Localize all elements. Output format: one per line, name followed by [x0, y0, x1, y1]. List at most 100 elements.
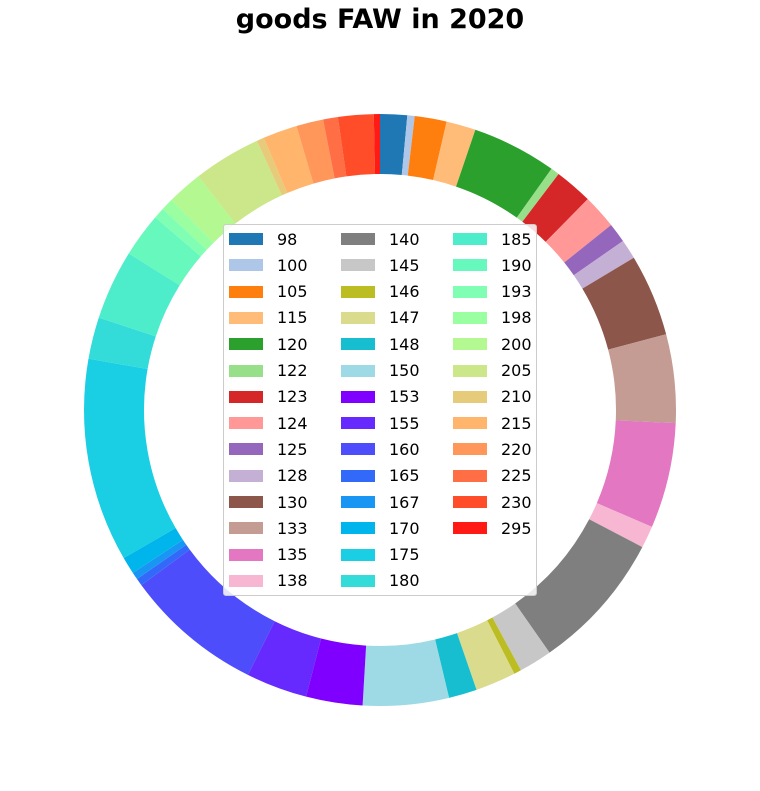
legend-item: 140	[341, 230, 420, 249]
legend-swatch	[341, 417, 375, 430]
legend-label: 185	[501, 229, 532, 249]
slice-138	[589, 503, 652, 548]
legend-item: 210	[453, 387, 532, 406]
legend-swatch	[453, 285, 487, 298]
legend-swatch	[341, 338, 375, 351]
legend-swatch	[341, 443, 375, 456]
legend-label: 155	[389, 413, 420, 433]
slice-150	[362, 639, 450, 707]
slice-147	[456, 620, 515, 690]
legend-item: 295	[453, 518, 532, 538]
legend-label: 125	[277, 439, 308, 459]
legend-swatch	[229, 259, 263, 272]
legend-swatch	[341, 285, 375, 298]
legend-item: 205	[453, 361, 532, 380]
legend-item: 138	[229, 571, 308, 591]
legend-label: 138	[277, 571, 308, 591]
legend-item: 100	[229, 256, 308, 275]
legend-label: 160	[389, 439, 420, 459]
legend-swatch	[229, 285, 263, 298]
legend-label: 295	[501, 518, 532, 538]
legend-swatch	[341, 390, 375, 403]
legend-item: 155	[341, 413, 420, 433]
legend-swatch	[229, 496, 263, 508]
legend-label: 220	[501, 439, 532, 459]
legend-item: 167	[341, 492, 420, 512]
legend-swatch	[341, 469, 375, 482]
legend-swatch	[229, 364, 263, 377]
slice-124	[545, 199, 612, 263]
legend-item: 147	[341, 308, 420, 327]
slice-125	[564, 225, 624, 276]
legend-swatch	[229, 469, 263, 482]
legend-label: 122	[277, 361, 308, 380]
legend-swatch	[453, 233, 487, 245]
legend-swatch	[229, 574, 263, 587]
slice-98	[380, 114, 408, 176]
slice-210	[256, 137, 288, 196]
legend-item: 175	[341, 545, 420, 564]
legend-swatch	[229, 311, 263, 324]
legend-item: 98	[229, 229, 298, 249]
legend-label: 135	[277, 545, 308, 565]
legend-label: 150	[389, 361, 420, 380]
legend-label: 167	[389, 492, 420, 512]
legend-swatch	[453, 417, 487, 430]
slice-120	[456, 129, 552, 218]
legend-item: 145	[341, 256, 420, 275]
legend-item: 148	[341, 334, 420, 354]
slice-122	[516, 168, 559, 222]
legend-item: 200	[453, 334, 532, 354]
legend-item: 165	[341, 466, 420, 486]
legend-item: 128	[229, 466, 308, 486]
slice-167	[132, 539, 187, 580]
legend-swatch	[453, 338, 487, 351]
legend-swatch	[229, 390, 263, 403]
legend-item: 115	[229, 308, 308, 327]
legend-item: 153	[341, 387, 420, 406]
legend-label: 123	[277, 387, 308, 407]
legend-label: 200	[501, 334, 532, 354]
legend-label: 205	[501, 361, 532, 380]
legend-swatch	[453, 496, 487, 508]
legend-swatch	[453, 443, 487, 456]
legend-label: 133	[277, 518, 308, 538]
legend-item: 135	[229, 545, 308, 565]
legend-item: 225	[453, 466, 532, 486]
slice-200	[171, 176, 236, 243]
legend-label: 105	[277, 282, 308, 302]
slice-165	[136, 544, 190, 586]
legend-label: 225	[501, 466, 532, 486]
legend-swatch	[453, 259, 487, 272]
slice-123	[522, 173, 588, 242]
legend-item: 130	[229, 493, 308, 512]
legend-label: 128	[277, 466, 308, 486]
slice-140	[515, 519, 643, 653]
legend-label: 98	[277, 229, 298, 249]
slice-225	[323, 117, 347, 179]
slice-170	[123, 528, 183, 573]
legend-item: 180	[341, 571, 420, 590]
legend-item: 198	[453, 308, 532, 328]
legend-item: 123	[229, 387, 308, 407]
legend-item: 105	[229, 282, 308, 302]
slice-100	[401, 115, 415, 176]
legend-label: 198	[501, 308, 532, 328]
legend-item: 120	[229, 335, 308, 354]
legend-item: 150	[341, 361, 420, 380]
legend-item: 215	[453, 414, 532, 433]
slice-135	[596, 420, 676, 527]
slice-153	[306, 638, 367, 706]
legend-item: 122	[229, 361, 308, 380]
slice-115	[433, 121, 476, 187]
slice-215	[263, 126, 314, 193]
legend-swatch	[453, 469, 487, 482]
legend-label: 165	[389, 466, 420, 486]
legend-swatch	[453, 390, 487, 403]
legend-label: 148	[389, 334, 420, 354]
legend-item: 160	[341, 439, 420, 459]
legend-label: 190	[501, 255, 532, 275]
legend: 98 100 105 115 120 122 123 124 125 128 130 133 135 13…	[223, 224, 537, 596]
legend-swatch	[341, 259, 375, 272]
